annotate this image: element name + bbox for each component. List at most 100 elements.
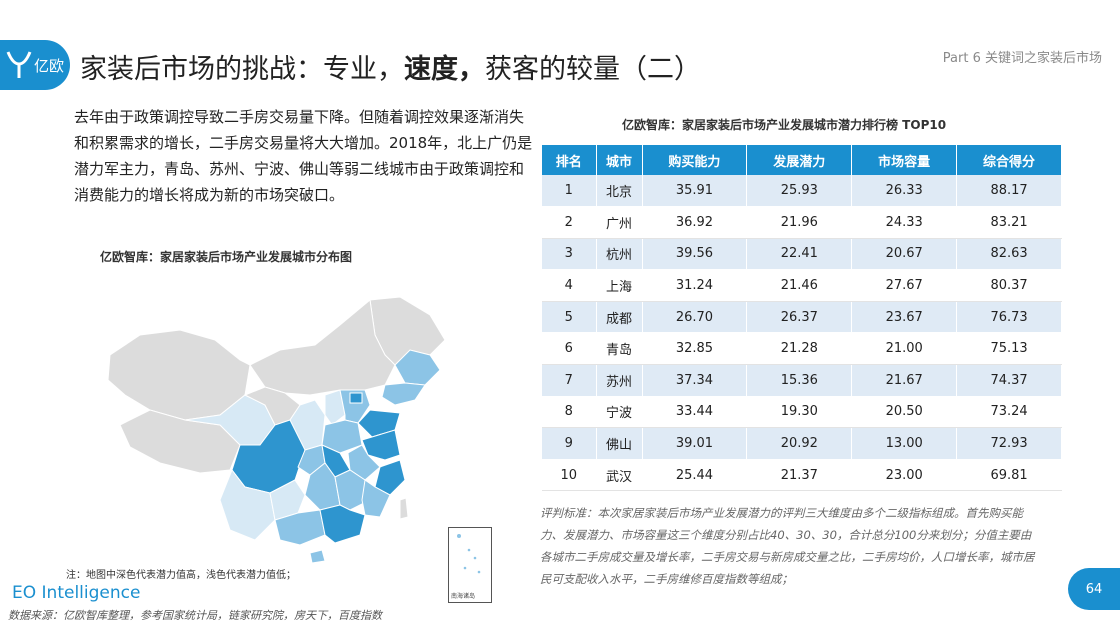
inset-label: 南海诸岛 [451, 593, 476, 600]
title-part2: 获客的较量（二） [485, 54, 701, 85]
table-row: 6 青岛 32.85 21.28 21.00 75.13 [542, 332, 1062, 366]
cell-rank: 2 [542, 206, 597, 239]
cell-growth-potential: 25.93 [746, 175, 853, 208]
region-liaoning [381, 382, 426, 406]
header-total-score: 综合得分 [956, 145, 1062, 175]
cell-rank: 10 [542, 459, 597, 492]
cell-growth-potential: 19.30 [746, 396, 853, 429]
cell-rank: 5 [542, 301, 597, 334]
south-sea-inset: 南海诸岛 [448, 527, 492, 603]
region-zhejiang [374, 459, 406, 496]
region-shanxi [324, 389, 346, 426]
cell-market-capacity: 20.50 [851, 396, 958, 429]
cell-city: 青岛 [596, 332, 643, 366]
table-row: 10 武汉 25.44 21.37 23.00 69.81 [542, 459, 1062, 492]
cell-rank: 1 [542, 175, 597, 208]
region-hainan [309, 549, 326, 564]
region-yunnan [219, 468, 276, 541]
title-part1: 家装后市场的挑战：专业， [80, 54, 404, 85]
cell-market-capacity: 13.00 [851, 427, 958, 460]
table-row: 9 佛山 39.01 20.92 13.00 72.93 [542, 427, 1062, 460]
criteria-note: 评判标准：本次家居家装后市场产业发展潜力的评判三大维度由多个二级指标组成。首先购… [540, 506, 1035, 586]
cell-market-capacity: 26.33 [851, 175, 958, 208]
cell-growth-potential: 21.46 [746, 269, 853, 302]
cell-rank: 7 [542, 364, 597, 397]
cell-growth-potential: 22.41 [746, 238, 853, 271]
cell-total-score: 69.81 [956, 459, 1062, 492]
cell-purchasing-power: 35.91 [642, 175, 748, 208]
table-header-row: 排名 城市 购买能力 发展潜力 市场容量 综合得分 [542, 145, 1062, 175]
region-guangdong [319, 504, 366, 544]
title-bold: 速度 [404, 54, 458, 85]
cell-purchasing-power: 26.70 [642, 301, 748, 334]
cell-growth-potential: 20.92 [746, 427, 853, 460]
title-comma: ， [458, 54, 485, 85]
data-source: 数据来源：亿欧智库整理，参考国家统计局，链家研究院，房天下，百度指数 [8, 609, 382, 622]
cell-total-score: 76.73 [956, 301, 1062, 334]
cell-growth-potential: 21.28 [746, 332, 853, 366]
region-taiwan [399, 497, 409, 520]
cell-rank: 3 [542, 238, 597, 271]
cell-market-capacity: 23.00 [851, 459, 958, 492]
table-row: 5 成都 26.70 26.37 23.67 76.73 [542, 301, 1062, 334]
region-inner-mongolia [249, 299, 396, 396]
cell-purchasing-power: 31.24 [642, 269, 748, 302]
table-row: 8 宁波 33.44 19.30 20.50 73.24 [542, 396, 1062, 429]
cell-city: 武汉 [596, 459, 643, 492]
cell-rank: 9 [542, 427, 597, 460]
cell-city: 苏州 [596, 364, 643, 397]
cell-growth-potential: 26.37 [746, 301, 853, 334]
cell-purchasing-power: 25.44 [642, 459, 748, 492]
cell-rank: 4 [542, 269, 597, 302]
intro-paragraph: 去年由于政策调控导致二手房交易量下降。但随着调控效果逐渐消失和积累需求的增长，二… [74, 108, 533, 204]
region-shandong [357, 409, 401, 438]
table-title: 亿欧智库：家居家装后市场产业发展城市潜力排行榜 TOP10 [622, 118, 947, 132]
cell-market-capacity: 23.67 [851, 301, 958, 334]
page-title: 家装后市场的挑战：专业，速度，获客的较量（二） [80, 47, 701, 86]
cell-purchasing-power: 33.44 [642, 396, 748, 429]
cell-total-score: 88.17 [956, 175, 1062, 208]
region-guizhou [269, 479, 306, 521]
cell-total-score: 80.37 [956, 269, 1062, 302]
map-title: 亿欧智库：家居家装后市场产业发展城市分布图 [100, 250, 353, 264]
cell-market-capacity: 21.00 [851, 332, 958, 366]
cell-city: 佛山 [596, 427, 643, 460]
cell-growth-potential: 21.37 [746, 459, 853, 492]
cell-purchasing-power: 39.56 [642, 238, 748, 271]
cell-city: 宁波 [596, 396, 643, 429]
cell-city: 成都 [596, 301, 643, 334]
cell-total-score: 82.63 [956, 238, 1062, 271]
section-label: Part 6 关键词之家装后市场 [942, 51, 1102, 66]
china-map [100, 295, 460, 565]
cell-rank: 8 [542, 396, 597, 429]
table-row: 3 杭州 39.56 22.41 20.67 82.63 [542, 238, 1062, 271]
logo-text: 亿欧 [34, 56, 65, 75]
region-xinjiang [107, 329, 251, 421]
cell-market-capacity: 20.67 [851, 238, 958, 271]
logo: 亿欧 [0, 40, 70, 90]
region-tibet [119, 409, 241, 474]
yiou-logo-icon [6, 51, 32, 78]
cell-rank: 6 [542, 332, 597, 366]
cell-city: 杭州 [596, 238, 643, 271]
cell-total-score: 72.93 [956, 427, 1062, 460]
cell-purchasing-power: 37.34 [642, 364, 748, 397]
brand-name: EO Intelligence [12, 583, 141, 603]
cell-purchasing-power: 36.92 [642, 206, 748, 239]
cell-total-score: 73.24 [956, 396, 1062, 429]
cell-city: 广州 [596, 206, 643, 239]
cell-market-capacity: 21.67 [851, 364, 958, 397]
region-fujian [361, 479, 391, 518]
table-row: 4 上海 31.24 21.46 27.67 80.37 [542, 269, 1062, 302]
header-rank: 排名 [542, 145, 597, 175]
cell-growth-potential: 21.96 [746, 206, 853, 239]
cell-total-score: 75.13 [956, 332, 1062, 366]
cell-market-capacity: 27.67 [851, 269, 958, 302]
cell-growth-potential: 15.36 [746, 364, 853, 397]
header-purchasing-power: 购买能力 [642, 145, 748, 175]
ranking-table: 排名 城市 购买能力 发展潜力 市场容量 综合得分 1 北京 35.91 25.93 2… [542, 145, 1062, 492]
cell-city: 上海 [596, 269, 643, 302]
cell-purchasing-power: 32.85 [642, 332, 748, 366]
cell-city: 北京 [596, 175, 643, 208]
cell-purchasing-power: 39.01 [642, 427, 748, 460]
